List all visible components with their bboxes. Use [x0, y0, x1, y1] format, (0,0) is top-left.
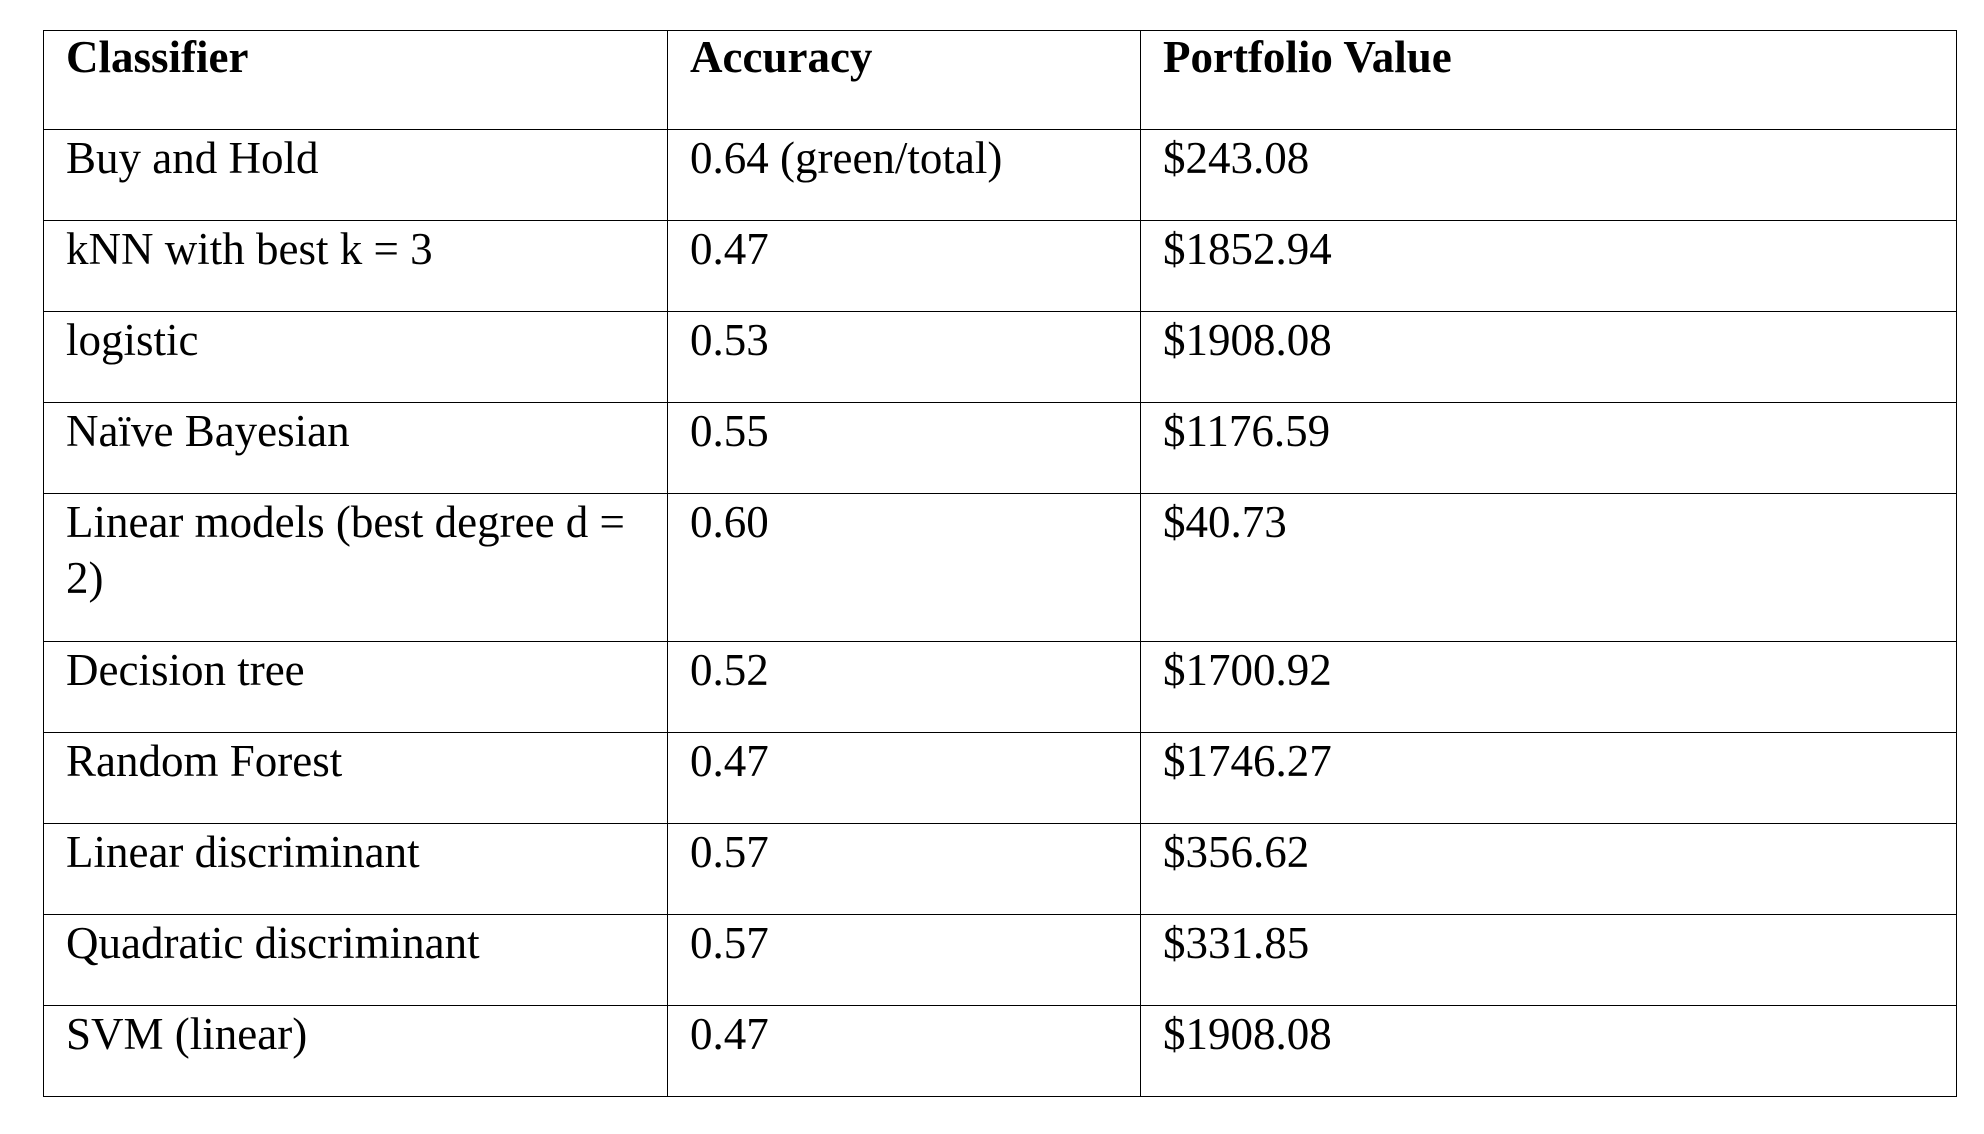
portfolio-value: $40.73: [1163, 497, 1287, 547]
classifier-label: Linear discriminant: [66, 827, 420, 877]
results-table: Classifier Accuracy Portfolio Value Buy …: [43, 30, 1957, 1097]
accuracy-cell: 0.64 (green/total): [667, 129, 1141, 221]
accuracy-value: 0.47: [690, 736, 769, 786]
table-row: Linear discriminant 0.57 $356.62: [43, 823, 1957, 915]
portfolio-cell: $1852.94: [1140, 220, 1957, 312]
accuracy-cell: 0.55: [667, 402, 1141, 494]
accuracy-value: 0.47: [690, 224, 769, 274]
accuracy-cell: 0.52: [667, 641, 1141, 733]
portfolio-cell: $1700.92: [1140, 641, 1957, 733]
classifier-cell: Linear models (best degree d = 2): [43, 493, 668, 642]
accuracy-cell: 0.47: [667, 732, 1141, 824]
classifier-label: Quadratic discriminant: [66, 918, 480, 968]
portfolio-value: $356.62: [1163, 827, 1310, 877]
portfolio-cell: $331.85: [1140, 914, 1957, 1006]
classifier-cell: SVM (linear): [43, 1005, 668, 1097]
table-row: SVM (linear) 0.47 $1908.08: [43, 1005, 1957, 1097]
accuracy-cell: 0.60: [667, 493, 1141, 642]
portfolio-value: $1908.08: [1163, 1009, 1332, 1059]
classifier-cell: logistic: [43, 311, 668, 403]
table-row: Linear models (best degree d = 2) 0.60 $…: [43, 493, 1957, 642]
classifier-cell: Random Forest: [43, 732, 668, 824]
accuracy-value: 0.47: [690, 1009, 769, 1059]
portfolio-cell: $40.73: [1140, 493, 1957, 642]
header-classifier-label: Classifier: [66, 32, 249, 82]
classifier-label: SVM (linear): [66, 1009, 308, 1059]
accuracy-value: 0.57: [690, 827, 769, 877]
portfolio-cell: $356.62: [1140, 823, 1957, 915]
header-classifier: Classifier: [43, 30, 668, 130]
portfolio-value: $331.85: [1163, 918, 1310, 968]
table-row: Quadratic discriminant 0.57 $331.85: [43, 914, 1957, 1006]
accuracy-cell: 0.47: [667, 1005, 1141, 1097]
classifier-label: Linear models (best degree d = 2): [66, 497, 625, 603]
classifier-label: kNN with best k = 3: [66, 224, 433, 274]
accuracy-value: 0.57: [690, 918, 769, 968]
accuracy-value: 0.53: [690, 315, 769, 365]
portfolio-cell: $243.08: [1140, 129, 1957, 221]
accuracy-cell: 0.53: [667, 311, 1141, 403]
accuracy-value: 0.64 (green/total): [690, 133, 1003, 183]
classifier-cell: Naïve Bayesian: [43, 402, 668, 494]
accuracy-value: 0.55: [690, 406, 769, 456]
portfolio-value: $1908.08: [1163, 315, 1332, 365]
table-row: Random Forest 0.47 $1746.27: [43, 732, 1957, 824]
accuracy-value: 0.60: [690, 497, 769, 547]
header-row: Classifier Accuracy Portfolio Value: [43, 30, 1957, 130]
accuracy-value: 0.52: [690, 645, 769, 695]
portfolio-value: $1176.59: [1163, 406, 1331, 456]
header-portfolio-value: Portfolio Value: [1140, 30, 1957, 130]
table-row: Naïve Bayesian 0.55 $1176.59: [43, 402, 1957, 494]
portfolio-value: $243.08: [1163, 133, 1310, 183]
classifier-cell: Buy and Hold: [43, 129, 668, 221]
portfolio-cell: $1176.59: [1140, 402, 1957, 494]
classifier-label: Random Forest: [66, 736, 343, 786]
classifier-cell: Quadratic discriminant: [43, 914, 668, 1006]
accuracy-cell: 0.57: [667, 823, 1141, 915]
classifier-cell: kNN with best k = 3: [43, 220, 668, 312]
portfolio-value: $1700.92: [1163, 645, 1332, 695]
portfolio-cell: $1908.08: [1140, 311, 1957, 403]
accuracy-cell: 0.47: [667, 220, 1141, 312]
classifier-label: logistic: [66, 315, 199, 365]
header-accuracy-label: Accuracy: [690, 32, 873, 82]
portfolio-value: $1746.27: [1163, 736, 1332, 786]
table-row: kNN with best k = 3 0.47 $1852.94: [43, 220, 1957, 312]
table-row: Buy and Hold 0.64 (green/total) $243.08: [43, 129, 1957, 221]
accuracy-cell: 0.57: [667, 914, 1141, 1006]
table-row: logistic 0.53 $1908.08: [43, 311, 1957, 403]
classifier-cell: Linear discriminant: [43, 823, 668, 915]
header-portfolio-value-label: Portfolio Value: [1163, 32, 1452, 82]
classifier-label: Naïve Bayesian: [66, 406, 350, 456]
table-row: Decision tree 0.52 $1700.92: [43, 641, 1957, 733]
classifier-label: Decision tree: [66, 645, 305, 695]
header-accuracy: Accuracy: [667, 30, 1141, 130]
portfolio-cell: $1908.08: [1140, 1005, 1957, 1097]
portfolio-cell: $1746.27: [1140, 732, 1957, 824]
classifier-cell: Decision tree: [43, 641, 668, 733]
classifier-label: Buy and Hold: [66, 133, 319, 183]
portfolio-value: $1852.94: [1163, 224, 1332, 274]
